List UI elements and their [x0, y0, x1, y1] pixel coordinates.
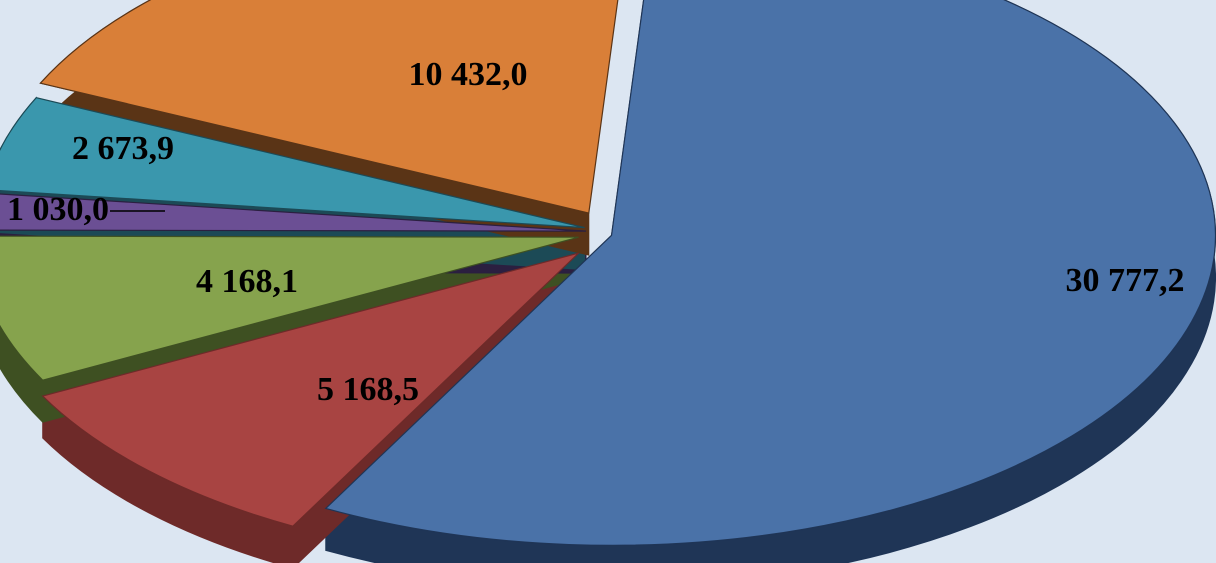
data-label: 2 673,9 [72, 130, 174, 167]
data-label: 4 168,1 [196, 263, 298, 300]
pie-slice [0, 235, 579, 381]
data-label: 5 168,5 [317, 371, 419, 408]
pie-slice [0, 97, 585, 229]
data-label: 1 030,0 [7, 191, 109, 228]
pie-slice [324, 0, 1216, 546]
data-label: 10 432,0 [409, 56, 528, 93]
pie-slice [41, 252, 580, 527]
data-label: 30 777,2 [1066, 262, 1185, 299]
pie-slice [0, 193, 587, 232]
pie-slice [39, 0, 619, 214]
